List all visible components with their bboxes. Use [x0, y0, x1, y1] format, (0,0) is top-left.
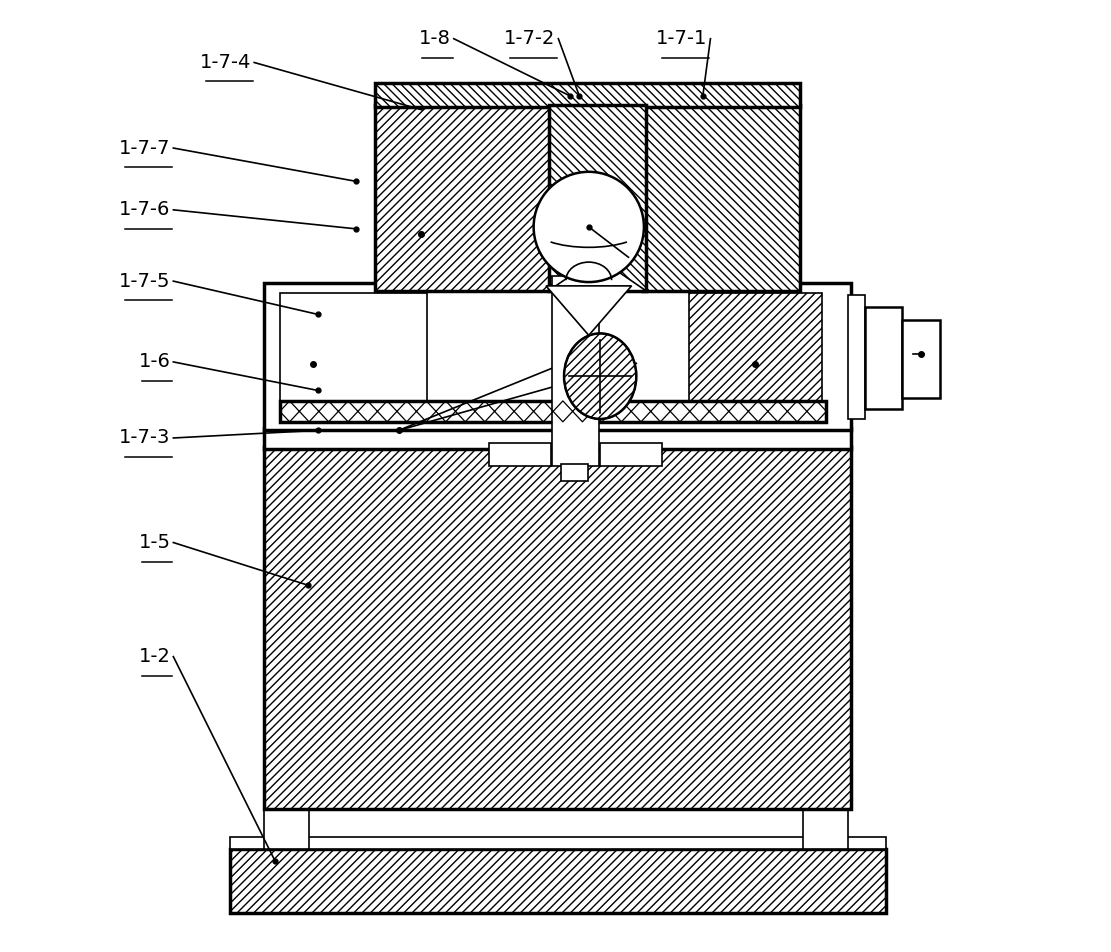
Bar: [849, 295, 865, 419]
Text: 1-7-3: 1-7-3: [119, 428, 170, 447]
Text: 1-7-5: 1-7-5: [119, 271, 170, 290]
Bar: [280, 293, 427, 417]
Bar: [263, 447, 851, 808]
Bar: [561, 464, 588, 481]
Bar: [865, 307, 901, 409]
Text: 1-7-4: 1-7-4: [200, 53, 251, 72]
Bar: [643, 106, 800, 290]
Bar: [263, 804, 309, 848]
Bar: [549, 106, 645, 290]
Ellipse shape: [564, 333, 637, 419]
Bar: [802, 804, 849, 848]
Bar: [689, 293, 822, 417]
Polygon shape: [549, 257, 645, 290]
Text: 1-2: 1-2: [139, 647, 170, 666]
Bar: [374, 106, 556, 290]
Bar: [230, 848, 887, 913]
Bar: [489, 443, 551, 466]
Polygon shape: [546, 286, 631, 335]
Bar: [263, 283, 851, 430]
Bar: [552, 276, 599, 466]
Text: 1-7-7: 1-7-7: [119, 139, 170, 157]
Text: 1-7-1: 1-7-1: [657, 30, 708, 49]
Text: 1-7-6: 1-7-6: [119, 200, 170, 219]
Text: 1-5: 1-5: [139, 533, 170, 552]
Text: 1-7-2: 1-7-2: [504, 30, 556, 49]
Bar: [600, 443, 662, 466]
Bar: [374, 84, 800, 108]
Bar: [263, 428, 851, 449]
Bar: [280, 401, 827, 422]
Text: 1-6: 1-6: [139, 352, 170, 371]
Circle shape: [533, 171, 644, 282]
Text: 1-8: 1-8: [419, 30, 451, 49]
Bar: [901, 320, 940, 398]
Bar: [230, 837, 887, 848]
